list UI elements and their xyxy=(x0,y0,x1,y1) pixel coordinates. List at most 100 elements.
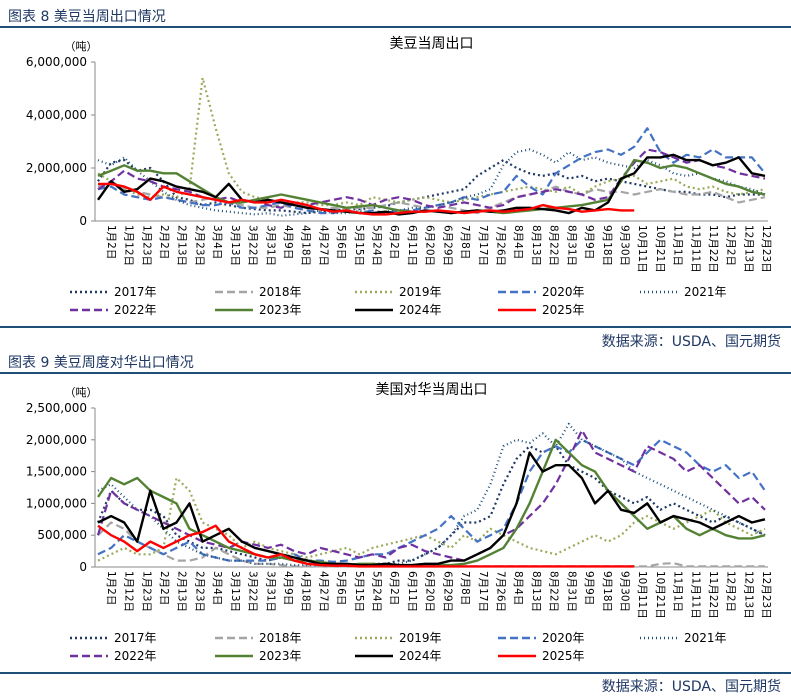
x-tick-label: 4月9日 xyxy=(282,571,294,605)
series-line-2022年 xyxy=(96,429,766,562)
x-tick-label: 5月15日 xyxy=(353,225,365,266)
x-tick-label: 1月12日 xyxy=(123,225,135,266)
x-tick-label: 2月23日 xyxy=(193,571,205,612)
legend-label: 2025年 xyxy=(542,303,585,317)
legend-label: 2019年 xyxy=(399,631,442,645)
x-tick-label: 6月11日 xyxy=(406,225,418,266)
x-tick-label: 11月11日 xyxy=(689,225,701,273)
x-tick-label: 4月18日 xyxy=(300,225,312,266)
x-tick-label: 1月2日 xyxy=(105,571,117,605)
legend-item: 2021年 xyxy=(640,631,727,645)
chart-weekly-exports-china: 美国对华当周出口 （吨） 0 500,000 1,000,000 1,500,000 2,0… xyxy=(26,382,772,663)
series-line-2025年 xyxy=(97,524,635,568)
figure-caption-1: 图表 8 美豆当周出口情况 xyxy=(8,9,166,25)
x-tick-label: 11月1日 xyxy=(672,571,684,612)
x-tick-label: 3月13日 xyxy=(229,571,241,612)
x-tick-label: 12月23日 xyxy=(760,225,772,273)
x-tick-label: 9月9日 xyxy=(583,571,595,605)
source-rule-2 xyxy=(0,672,791,674)
x-tick-label: 2月13日 xyxy=(176,571,188,612)
x-tick-label: 5月6日 xyxy=(335,571,347,605)
y-tick-label: 2,000,000 xyxy=(26,433,87,447)
legend-label: 2023年 xyxy=(259,303,302,317)
series-line-2025年 xyxy=(98,182,635,216)
legend-label: 2019年 xyxy=(399,285,442,299)
legend-item: 2017年 xyxy=(70,631,157,645)
series-line-2020年 xyxy=(97,127,766,215)
x-tick-label: 6月11日 xyxy=(406,571,418,612)
series-line-2020年 xyxy=(97,438,766,563)
x-tick-label: 2月13日 xyxy=(176,225,188,266)
legend-item: 2018年 xyxy=(215,285,302,299)
legend-item: 2017年 xyxy=(70,285,157,299)
legend-item: 2024年 xyxy=(355,649,442,663)
legend-label: 2017年 xyxy=(114,285,157,299)
x-tick-label: 6月2日 xyxy=(388,571,400,605)
legend-item: 2019年 xyxy=(355,631,442,645)
figure-caption-2: 图表 9 美豆周度对华出口情况 xyxy=(8,355,194,371)
legend-item: 2025年 xyxy=(498,649,585,663)
x-tick-label: 8月13日 xyxy=(530,225,542,266)
legend-label: 2020年 xyxy=(542,631,585,645)
x-tick-label: 9月18日 xyxy=(601,225,613,266)
x-tick-label: 3月4日 xyxy=(211,571,223,605)
x-tick-label: 7月26日 xyxy=(494,571,506,612)
x-tick-label: 9月30日 xyxy=(618,225,630,266)
x-tick-label: 7月17日 xyxy=(477,571,489,612)
x-tick-label: 5月24日 xyxy=(371,225,383,266)
x-tick-label: 11月1日 xyxy=(672,225,684,266)
y-tick-label: 6,000,000 xyxy=(26,55,87,69)
x-tick-label: 2月2日 xyxy=(158,571,170,605)
x-tick-label: 6月29日 xyxy=(441,571,453,612)
source-note-2: 数据来源：USDA、国元期货 xyxy=(601,679,781,695)
series-line-2018年 xyxy=(97,521,765,568)
caption-rule-1 xyxy=(0,26,791,28)
legend-item: 2019年 xyxy=(355,285,442,299)
x-tick-label: 8月13日 xyxy=(530,571,542,612)
legend-label: 2018年 xyxy=(259,285,302,299)
x-tick-label: 1月23日 xyxy=(140,571,152,612)
x-tick-label: 4月27日 xyxy=(317,225,329,266)
legend-item: 2022年 xyxy=(70,649,157,663)
series-line-2022年 xyxy=(97,148,766,209)
x-tick-label: 2月2日 xyxy=(158,225,170,259)
legend-label: 2023年 xyxy=(259,649,302,663)
x-tick-label: 10月11日 xyxy=(636,225,648,273)
legend-item: 2024年 xyxy=(355,303,442,317)
legend-item: 2021年 xyxy=(640,285,727,299)
x-tick-label: 7月17日 xyxy=(477,225,489,266)
x-tick-label: 4月27日 xyxy=(317,571,329,612)
y-tick-label: 2,500,000 xyxy=(26,401,87,415)
x-tick-label: 7月8日 xyxy=(459,571,471,605)
legend-item: 2020年 xyxy=(498,285,585,299)
x-tick-label: 3月22日 xyxy=(247,571,259,612)
series-line-2021年 xyxy=(97,422,766,567)
x-tick-label: 8月31日 xyxy=(565,225,577,266)
x-tick-label: 7月26日 xyxy=(494,225,506,266)
legend-item: 2023年 xyxy=(215,303,302,317)
legend-item: 2025年 xyxy=(498,303,585,317)
series-line-2023年 xyxy=(97,158,766,215)
x-tick-label: 6月2日 xyxy=(388,225,400,259)
x-tick-label: 8月4日 xyxy=(512,225,524,259)
series-line-2017年 xyxy=(96,445,766,567)
legend-label: 2017年 xyxy=(114,631,157,645)
chart-title: 美国对华当周出口 xyxy=(376,382,488,398)
y-tick-label: 0 xyxy=(79,560,87,574)
legend-label: 2024年 xyxy=(399,649,442,663)
x-tick-label: 6月20日 xyxy=(424,225,436,266)
x-tick-label: 11月22日 xyxy=(707,225,719,273)
x-tick-label: 6月20日 xyxy=(424,571,436,612)
x-tick-label: 11月22日 xyxy=(707,571,719,619)
x-tick-label: 3月31日 xyxy=(264,571,276,612)
x-tick-label: 10月21日 xyxy=(654,571,666,619)
x-tick-label: 4月18日 xyxy=(300,571,312,612)
legend-label: 2025年 xyxy=(542,649,585,663)
source-rule-1 xyxy=(0,326,791,328)
legend-label: 2021年 xyxy=(684,631,727,645)
y-tick-label: 1,500,000 xyxy=(26,465,87,479)
x-tick-label: 12月23日 xyxy=(760,571,772,619)
legend-item: 2022年 xyxy=(70,303,157,317)
source-note-1: 数据来源：USDA、国元期货 xyxy=(601,334,781,350)
y-tick-label: 0 xyxy=(79,214,87,228)
